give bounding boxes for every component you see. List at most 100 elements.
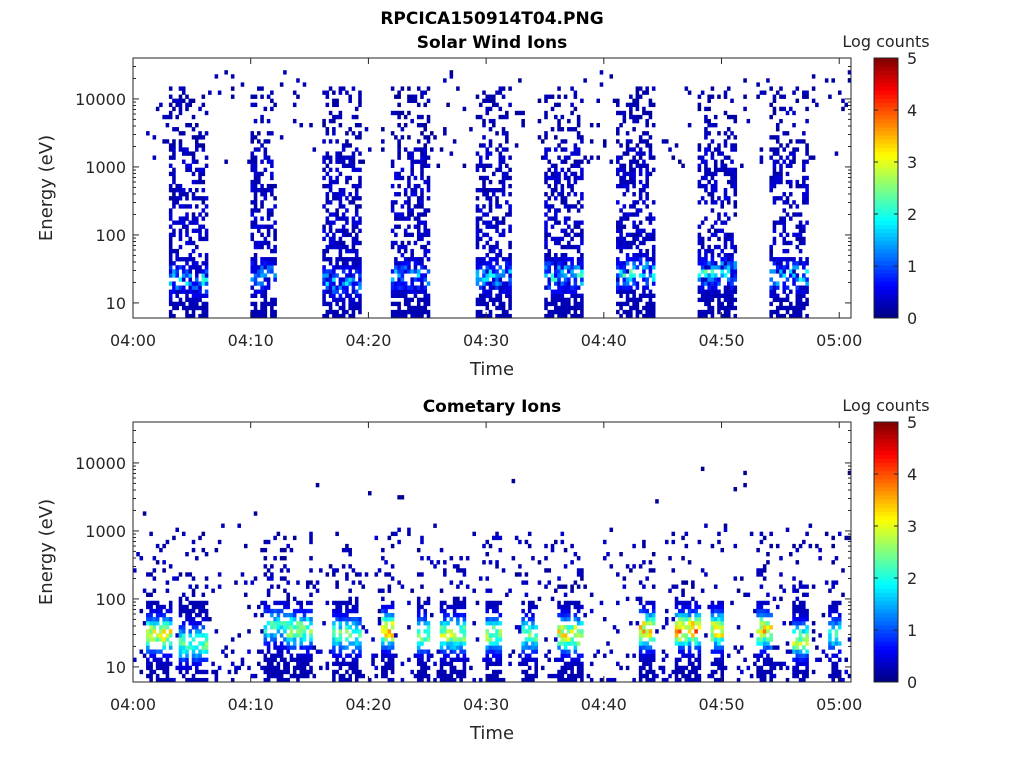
heatmap-cell [279,556,284,561]
heatmap-cell [749,673,754,679]
heatmap-cell [400,240,405,246]
y-tick-label: 10 [106,294,126,313]
heatmap-cell [358,151,362,156]
heatmap-cell [589,139,594,144]
heatmap-cell [345,155,349,160]
heatmap-cell [495,313,499,319]
heatmap-cell [328,244,333,250]
heatmap-cell [358,90,362,95]
heatmap-cell [403,244,408,250]
heatmap-cell [260,269,264,274]
heatmap-cell [782,224,787,229]
heatmap-cell [730,179,734,185]
heatmap-cell [416,196,421,201]
heatmap-cell [257,661,261,667]
heatmap-cell [335,98,339,103]
heatmap-cell [527,657,532,662]
heatmap-cell [155,649,160,654]
heatmap-cell [348,661,352,667]
heatmap-cell [168,608,173,614]
heatmap-cell [292,102,297,108]
heatmap-cell [717,236,721,242]
heatmap-cell [390,204,395,209]
heatmap-cell [527,665,532,671]
heatmap-cell [136,552,140,557]
colorbar-swatch [874,159,898,165]
heatmap-cell [638,629,643,634]
heatmap-cell [429,131,434,136]
heatmap-cell [635,309,640,315]
heatmap-cell [798,305,803,311]
heatmap-cell [260,261,264,266]
heatmap-cell [381,588,385,593]
heatmap-cell [332,244,336,250]
heatmap-cell [524,657,529,662]
heatmap-cell [642,228,646,233]
colorbar-swatch [874,200,898,205]
heatmap-cell [325,200,330,205]
heatmap-cell [805,269,809,274]
heatmap-cell [557,127,561,132]
heatmap-cell [416,313,421,319]
heatmap-cell [452,649,457,654]
heatmap-cell [381,604,385,610]
heatmap-cell [475,114,480,120]
heatmap-cell [482,163,486,168]
heatmap-cell [645,608,649,614]
heatmap-cell [420,641,424,646]
heatmap-cell [416,617,421,622]
heatmap-cell [443,677,447,683]
heatmap-cell [488,261,493,266]
heatmap-cell [348,625,352,630]
heatmap-cell [648,649,653,654]
heatmap-cell [149,649,153,654]
heatmap-cell [492,608,496,614]
heatmap-cell [345,90,349,95]
heatmap-cell [550,273,555,278]
heatmap-cell [172,305,176,311]
heatmap-cell [420,653,424,658]
heatmap-cell [567,604,571,610]
heatmap-cell [149,653,153,658]
colorbar-swatch [874,208,898,213]
heatmap-cell [720,163,725,168]
heatmap-cell [501,568,506,573]
heatmap-cell [439,600,444,606]
heatmap-cell [775,265,780,270]
heatmap-cell [351,285,356,290]
heatmap-cell [456,564,460,569]
heatmap-cell [570,127,574,132]
heatmap-cell [283,637,287,642]
heatmap-cell [792,110,796,116]
heatmap-cell [420,604,424,610]
heatmap-cell [485,253,490,258]
heatmap-cell [384,645,388,650]
heatmap-cell [250,293,255,298]
heatmap-cell [348,677,352,683]
heatmap-cell [263,556,268,561]
heatmap-cell [319,649,323,654]
heatmap-cell [632,204,636,209]
heatmap-cell [599,677,604,683]
heatmap-cell [573,657,578,662]
heatmap-cell [580,204,584,209]
heatmap-cell [616,110,620,116]
heatmap-cell [462,568,467,573]
heatmap-cell [498,305,503,311]
heatmap-cell [152,657,157,662]
heatmap-cell [710,269,715,274]
heatmap-cell [439,665,444,671]
heatmap-cell [802,305,806,311]
heatmap-cell [260,192,264,197]
heatmap-cell [632,200,636,205]
heatmap-cell [172,289,176,294]
heatmap-cell [155,673,160,679]
heatmap-cell [563,147,568,152]
heatmap-cell [263,192,268,197]
heatmap-cell [563,649,568,654]
heatmap-cell [178,131,183,136]
heatmap-cell [198,653,202,658]
heatmap-cell [730,273,734,278]
heatmap-cell [704,248,708,254]
heatmap-cell [185,297,189,303]
